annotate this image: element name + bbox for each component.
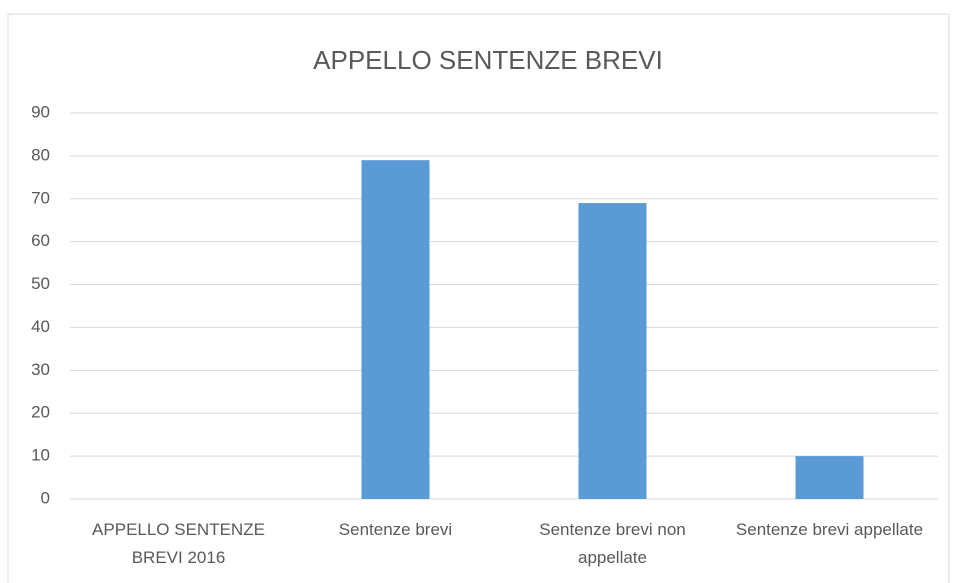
x-tick-label: Sentenze brevi appellate bbox=[735, 520, 924, 539]
x-tick-label: Sentenze brevi non appellate bbox=[539, 520, 686, 567]
y-tick-label: 50 bbox=[31, 274, 50, 293]
y-tick-label: 40 bbox=[31, 317, 50, 336]
y-tick-label: 90 bbox=[31, 102, 50, 121]
y-tick-label: 30 bbox=[31, 360, 50, 379]
bar bbox=[795, 456, 864, 499]
y-tick-label: 70 bbox=[31, 188, 50, 207]
y-tick-label: 60 bbox=[31, 231, 50, 250]
y-tick-label: 0 bbox=[41, 488, 50, 507]
bar bbox=[578, 203, 647, 500]
chart-title: APPELLO SENTENZE BREVI bbox=[313, 45, 663, 75]
chart-border bbox=[7, 13, 950, 583]
x-tick-label: APPELLO SENTENZE BREVI 2016 bbox=[92, 520, 265, 567]
y-tick-label: 80 bbox=[31, 145, 50, 164]
y-tick-label: 10 bbox=[31, 446, 50, 465]
bar bbox=[361, 160, 430, 499]
y-tick-label: 20 bbox=[31, 403, 50, 422]
x-tick-label: Sentenze brevi bbox=[338, 520, 453, 539]
